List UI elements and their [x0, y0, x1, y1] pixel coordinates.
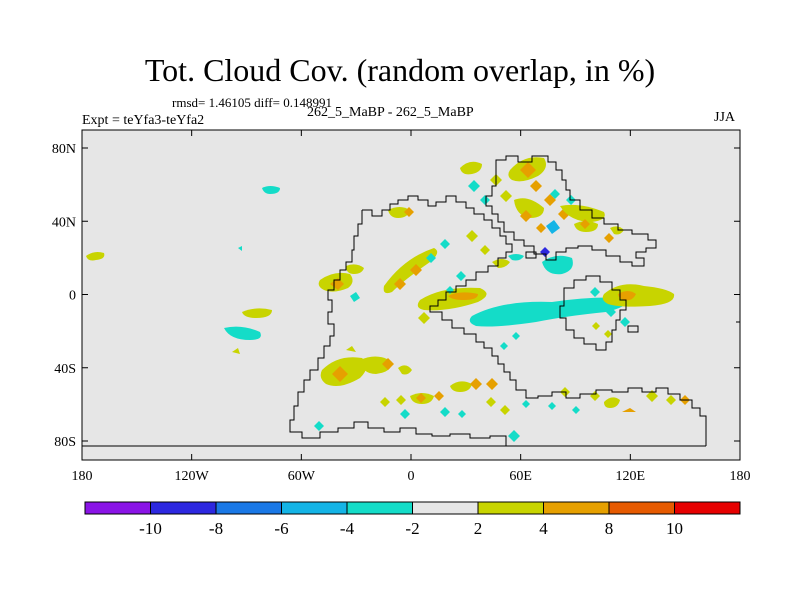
colorbar-label: -10 [139, 519, 162, 538]
anomaly-patch [242, 308, 272, 318]
y-tick-label: 40S [54, 362, 76, 377]
anomaly-patch [530, 180, 570, 220]
anomaly-patch [466, 230, 490, 255]
anomaly-patch [460, 161, 482, 175]
anomaly-patch [238, 246, 242, 251]
anomaly-patch [590, 287, 630, 327]
coastline-east-island [559, 275, 627, 351]
anomaly-patch [469, 297, 628, 327]
anomaly-patch [580, 219, 614, 243]
anomaly-patch [404, 207, 414, 217]
colorbar-label: 4 [539, 519, 548, 538]
colorbar-label: -4 [340, 519, 355, 538]
run-comparison-label: 262_5_MaBP - 262_5_MaBP [307, 105, 474, 120]
colorbar-swatch [215, 501, 282, 515]
colorbar-label: 8 [605, 519, 614, 538]
anomaly-patch [350, 292, 360, 302]
anomaly-patch [382, 358, 394, 370]
colorbar-swatch [346, 501, 413, 515]
anomaly-patch [360, 356, 392, 374]
plot-title: Tot. Cloud Cov. (random overlap, in %) [144, 52, 656, 88]
y-tick-label: 0 [69, 289, 76, 304]
anomaly-patch [450, 381, 472, 392]
anomaly-patch [508, 254, 524, 261]
x-tick-label: 120W [175, 469, 210, 484]
anomaly-patch [314, 421, 324, 431]
colorbar-label: -2 [405, 519, 419, 538]
axis-tick-labels: 180 120W 60W 0 60E 120E 180 80N 40N 0 40S 80S [52, 142, 751, 484]
anomaly-patch [546, 220, 560, 234]
anomaly-patch [330, 278, 344, 290]
coastline-north-continent [485, 155, 657, 267]
anomaly-patch [388, 207, 410, 218]
x-tick-label: 60W [288, 469, 316, 484]
colorbar-swatch [543, 501, 610, 515]
anomaly-patch [448, 292, 478, 300]
coastlines [82, 155, 740, 447]
rmsd-diff-stats: rmsd= 1.46105 diff= 0.148991 [172, 95, 332, 110]
anomaly-patch [602, 284, 675, 307]
anomaly-patch [262, 186, 280, 194]
colorbar-label: -6 [274, 519, 288, 538]
anomaly-patch [380, 395, 406, 407]
anomaly-patch [646, 390, 676, 405]
anomaly-patch [224, 326, 261, 340]
anomaly-patch [550, 189, 576, 205]
anomaly-patch [332, 366, 348, 382]
anomaly-patch [470, 378, 498, 390]
anomaly-patch [86, 252, 105, 261]
y-tick-label: 40N [52, 215, 76, 230]
anomaly-patch [618, 291, 636, 301]
x-tick-label: 180 [72, 469, 93, 484]
anomaly-patch [486, 397, 510, 415]
colorbar-label: -8 [209, 519, 223, 538]
x-tick-label: 120E [616, 469, 646, 484]
coastline-island [627, 325, 639, 333]
anomaly-patch [416, 391, 444, 403]
anomaly-patch [610, 226, 624, 235]
colorbar-swatch [281, 501, 348, 515]
x-tick-label: 180 [730, 469, 751, 484]
colorbar-swatch [84, 501, 151, 515]
colorbar-swatch [150, 501, 217, 515]
coastline-island [525, 251, 537, 259]
y-tick-label: 80S [54, 435, 76, 450]
colorbar-label: 2 [474, 519, 483, 538]
coastline-gondwana-east [362, 195, 707, 446]
colorbar-swatch [608, 501, 675, 515]
anomaly-patch [592, 322, 612, 338]
map-plot-area: 180 120W 60W 0 60E 120E 180 80N 40N 0 40S 80S [52, 129, 751, 484]
axis-ticks [81, 130, 741, 460]
colorbar-swatch [674, 501, 741, 515]
anomaly-patch [514, 198, 544, 218]
experiment-label: Expt = teYfa3-teYfa2 [82, 113, 205, 128]
colorbar-swatch [477, 501, 544, 515]
anomaly-patch [232, 348, 240, 354]
anomaly-patch [522, 400, 580, 414]
colorbar: -10 -8 -6 -4 -2 2 4 8 10 [84, 501, 741, 538]
anomaly-patch [398, 365, 412, 375]
anomaly-patch [346, 264, 364, 274]
colorbar-label: 10 [666, 519, 683, 538]
season-label: JJA [714, 110, 736, 125]
anomaly-patch [426, 253, 436, 263]
anomaly-patch [604, 397, 620, 408]
anomaly-patch [346, 346, 356, 352]
anomaly-patch [418, 312, 430, 324]
anomaly-contours [86, 157, 690, 442]
colorbar-swatch [412, 501, 479, 515]
anomaly-patch [520, 162, 536, 178]
anomaly-patch [508, 430, 520, 442]
anomaly-patch [468, 180, 490, 205]
anomaly-patch [622, 408, 636, 412]
x-tick-label: 60E [509, 469, 532, 484]
anomaly-patch [394, 264, 422, 290]
x-tick-label: 0 [408, 469, 415, 484]
coastline-gondwana-west [289, 210, 507, 446]
y-tick-label: 80N [52, 142, 76, 157]
anomaly-patch [520, 210, 546, 233]
anomaly-patch [440, 239, 466, 294]
anomaly-patch [500, 332, 520, 350]
